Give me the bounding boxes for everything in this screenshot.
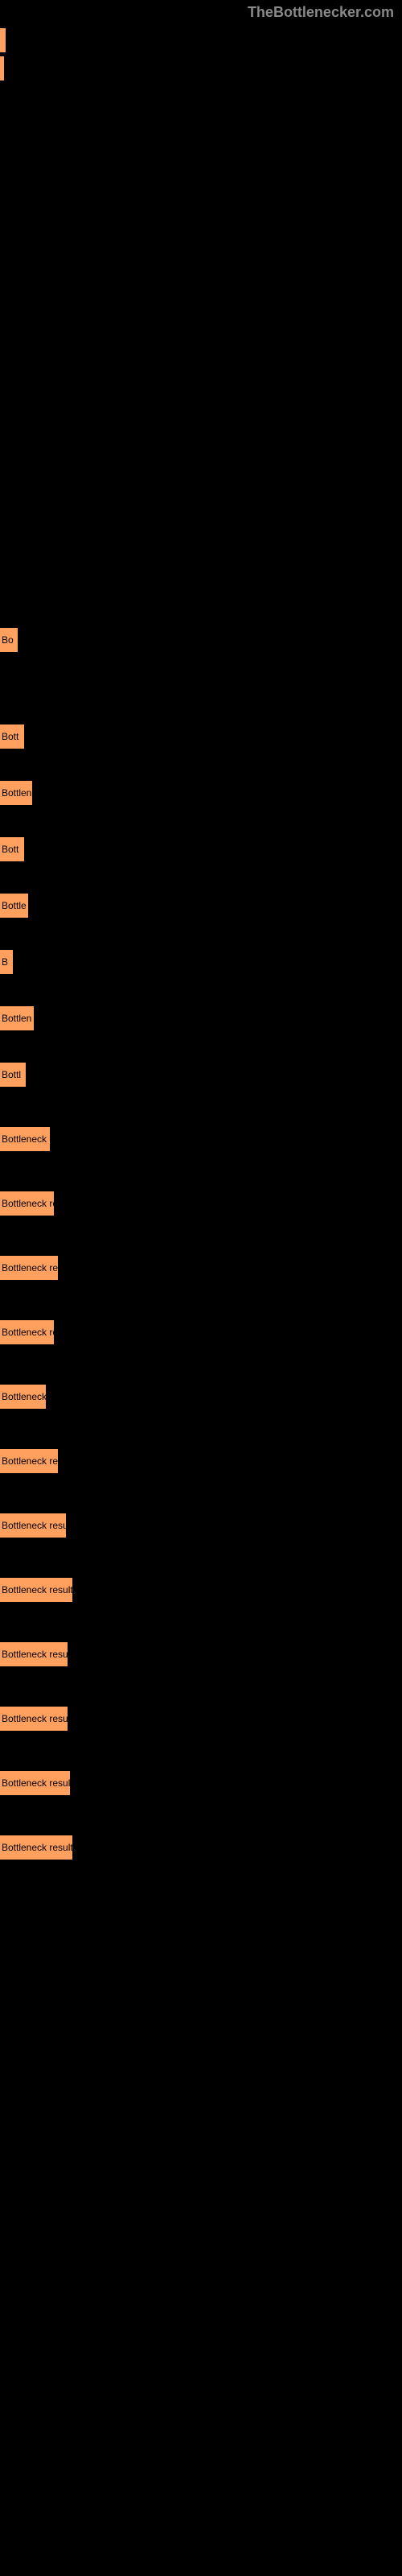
bar-row: Bottlen	[0, 781, 32, 805]
bar-label: B	[2, 956, 8, 968]
bar: Bott	[0, 724, 24, 749]
bar: Bottlen	[0, 1006, 34, 1030]
bar-label: Bott	[2, 731, 18, 742]
bar-row: B	[0, 950, 13, 974]
bar-row: Bottleneck result	[0, 1835, 72, 1860]
bar-row: Bottlen	[0, 1006, 34, 1030]
bar-row: Bottleneck result	[0, 1771, 70, 1795]
bar: Bottleneck result	[0, 1771, 70, 1795]
bar: B	[0, 950, 13, 974]
bar: Bottleneck res	[0, 1320, 54, 1344]
bar-row: Bott	[0, 837, 24, 861]
bar-label: Bottleneck re	[2, 1198, 54, 1209]
bar: Bottlen	[0, 781, 32, 805]
bar: Bottleneck r	[0, 1127, 50, 1151]
bar-label: Bottleneck result	[2, 1584, 72, 1596]
bar-row: Bottleneck result	[0, 1707, 68, 1731]
bar: Bottleneck result	[0, 1707, 68, 1731]
bar: Bottleneck result	[0, 1578, 72, 1602]
bar-label: Bottleneck res	[2, 1327, 54, 1338]
bar-label: Bottlen	[2, 787, 31, 799]
bar: Bottleneck result	[0, 1513, 66, 1538]
bar-row: Bottl	[0, 1063, 26, 1087]
bar-row: Bottleneck r	[0, 1127, 50, 1151]
bar-label: Bott	[2, 844, 18, 855]
bar: Bottle	[0, 894, 28, 918]
bar-label: Bottleneck result	[2, 1713, 68, 1724]
bar: Bottl	[0, 1063, 26, 1087]
bar-label: Bottleneck result	[2, 1842, 72, 1853]
bar-row: Bott	[0, 724, 24, 749]
bar: Bott	[0, 837, 24, 861]
bar: Bottleneck resu	[0, 1256, 58, 1280]
bar-row	[0, 28, 6, 52]
bar-label: Bottle	[2, 900, 27, 911]
bar-row: Bottleneck resu	[0, 1449, 58, 1473]
bar-label: Bottlen	[2, 1013, 31, 1024]
bar-label: Bottleneck result	[2, 1520, 66, 1531]
bar-label: Bottleneck resu	[2, 1262, 58, 1274]
bar-label: Bottleneck r	[2, 1133, 50, 1145]
bar-row: Bottleneck resu	[0, 1256, 58, 1280]
bar-row: Bottleneck re	[0, 1191, 54, 1216]
bar-label: Bottleneck resu	[2, 1455, 58, 1467]
bar: Bottleneck re	[0, 1191, 54, 1216]
bar-label: Bottleneck	[2, 1391, 46, 1402]
bar-row: Bottleneck result	[0, 1578, 72, 1602]
bar: Bottleneck result	[0, 1835, 72, 1860]
bar-row: Bottleneck result	[0, 1513, 66, 1538]
bar-label: Bottleneck result	[2, 1649, 68, 1660]
bar: Bottleneck result	[0, 1642, 68, 1666]
bar: Bottleneck resu	[0, 1449, 58, 1473]
bar-row: Bottleneck result	[0, 1642, 68, 1666]
bar-row: Bottle	[0, 894, 28, 918]
bar-row: Bottleneck	[0, 1385, 46, 1409]
bar: Bo	[0, 628, 18, 652]
bar-label: Bottl	[2, 1069, 21, 1080]
bar: Bottleneck	[0, 1385, 46, 1409]
bar-row	[0, 56, 4, 80]
bar-row: Bo	[0, 628, 18, 652]
watermark-text: TheBottlenecker.com	[248, 4, 394, 21]
bar	[0, 56, 4, 80]
bar-label: Bottleneck result	[2, 1777, 70, 1789]
bar-row: Bottleneck res	[0, 1320, 54, 1344]
bar	[0, 28, 6, 52]
bar-label: Bo	[2, 634, 14, 646]
